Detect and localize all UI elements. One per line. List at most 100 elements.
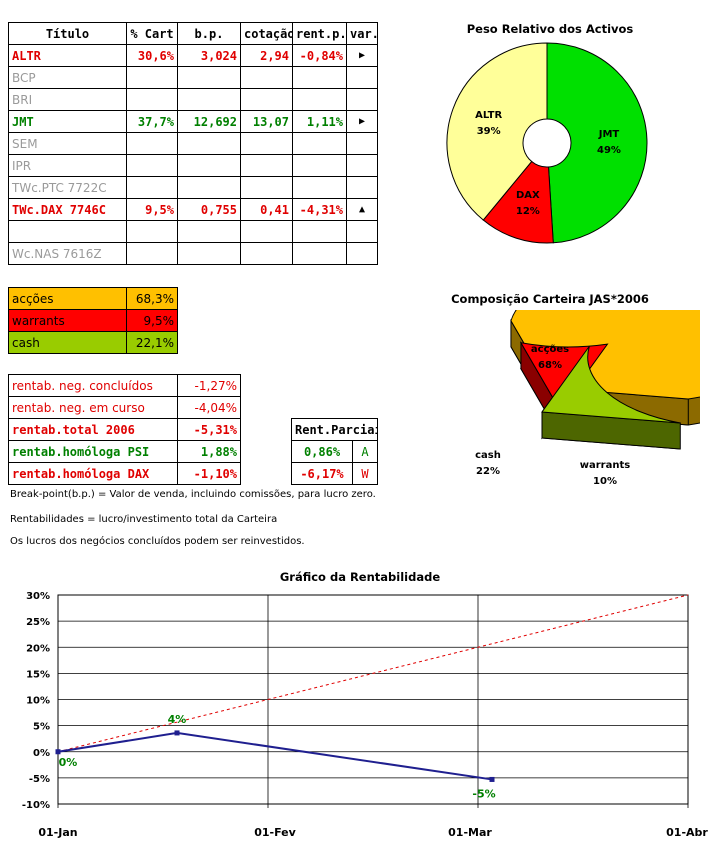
pie1-title: Peso Relativo dos Activos (466, 22, 634, 36)
asset-bp: 3,024 (177, 44, 241, 67)
asset-name: BCP (8, 66, 127, 89)
table-row: rentab. neg. em curso -4,04% (8, 396, 241, 419)
pie2-slice-pct: 22% (476, 466, 500, 477)
asset-rent: -4,31% (292, 198, 347, 221)
asset-name: JMT (8, 110, 127, 133)
table-header-row: Título% Cart b.p. cotação rent.p. var. (8, 22, 378, 45)
asset-rent (292, 176, 347, 199)
column-header: Título (8, 22, 127, 45)
pie-composicao-carteira: acções 68% warrants 10% cash 22% (475, 310, 700, 487)
table-row: TWc.PTC 7722C (8, 176, 378, 199)
data-label: -5% (472, 787, 495, 800)
asset-cart: 30,6% (126, 44, 178, 67)
table-header-row: Rent.Parciais (290, 418, 379, 441)
data-point (55, 749, 61, 755)
pie1-slice-label: ALTR (475, 110, 502, 121)
x-tick-label: 01-Mar (448, 826, 492, 839)
asset-cart (126, 176, 178, 199)
pie1-slice-pct: 49% (597, 145, 621, 156)
pie2-slice-pct: 10% (593, 476, 617, 487)
asset-name: Wc.NAS 7616Z (8, 242, 127, 265)
y-tick-label: 0% (33, 748, 50, 759)
asset-name: TWc.DAX 7746C (8, 198, 127, 221)
table-row: rentab. neg. concluídos -1,27% (8, 374, 241, 397)
pie2-slice-pct: 68% (538, 360, 562, 371)
partial-value: -6,17% (291, 462, 353, 485)
table-row: SEM (8, 132, 378, 155)
pie1-slice-pct: 39% (477, 126, 501, 137)
column-header: rent.p. (292, 22, 347, 45)
variation-arrow-icon (346, 176, 378, 199)
variation-arrow-icon (346, 66, 378, 89)
asset-cot: 2,94 (240, 44, 293, 67)
asset-bp (177, 154, 241, 177)
table-row: BCP (8, 66, 378, 89)
asset-rent (292, 242, 347, 265)
variation-arrow-icon (346, 132, 378, 155)
table-row: IPR (8, 154, 378, 177)
portfolio-table: Título% Cart b.p. cotação rent.p. var. ALTR 30… (8, 22, 378, 265)
note-rentabilidades: Rentabilidades = lucro/investimento tota… (10, 514, 278, 525)
x-tick-label: 01-Fev (254, 826, 296, 839)
partial-value: 0,86% (291, 440, 353, 463)
y-tick-label: 20% (26, 643, 50, 654)
returns-table: rentab. neg. concluídos -1,27% rentab. neg… (8, 374, 241, 485)
asset-bp: 12,692 (177, 110, 241, 133)
return-label: rentab.homóloga DAX (8, 462, 178, 485)
return-value: -5,31% (177, 418, 241, 441)
partial-header: Rent.Parciais (290, 418, 379, 441)
asset-name (8, 220, 127, 243)
trend-line (57, 594, 689, 753)
table-row: cash 22,1% (8, 331, 178, 354)
return-value: -4,04% (177, 396, 241, 419)
column-header: cotação (240, 22, 293, 45)
allocation-label: cash (8, 331, 127, 354)
asset-name: SEM (8, 132, 127, 155)
y-tick-label: 10% (26, 696, 50, 707)
table-row: warrants 9,5% (8, 309, 178, 332)
note-lucros: Os lucros dos negócios concluídos podem … (10, 536, 305, 547)
variation-arrow-icon (346, 242, 378, 265)
allocation-value: 9,5% (126, 309, 178, 332)
asset-cart: 37,7% (126, 110, 178, 133)
asset-bp: 0,755 (177, 198, 241, 221)
asset-cot (240, 154, 293, 177)
data-point (489, 776, 495, 782)
asset-bp (177, 66, 241, 89)
pie1-slice-label: JMT (598, 129, 620, 140)
return-value: -1,27% (177, 374, 241, 397)
asset-cot (240, 220, 293, 243)
y-tick-label: 25% (26, 617, 50, 628)
allocation-value: 68,3% (126, 287, 178, 310)
pie2-slice-label: acções (531, 344, 569, 355)
pie-peso-relativo: JMT 49% DAX 12% ALTR 39% (446, 42, 648, 244)
note-breakpoint: Break-point(b.p.) = Valor de venda, incl… (10, 489, 376, 500)
partial-flag: A (351, 440, 379, 463)
return-label: rentab. neg. em curso (8, 396, 178, 419)
return-value: -1,10% (177, 462, 241, 485)
x-tick-label: 01-Jan (38, 826, 77, 839)
pie1-slice-jmt (546, 42, 648, 244)
asset-rent (292, 154, 347, 177)
asset-name: BRI (8, 88, 127, 111)
column-header: b.p. (177, 22, 241, 45)
line-chart-rentabilidade: 30% 25% 20% 15% 10% 5% 0% -5% -10% 01-Jan 01-Fev 01… (22, 591, 709, 839)
table-row (8, 220, 378, 243)
asset-bp (177, 88, 241, 111)
column-header: % Cart (126, 22, 178, 45)
data-point (174, 730, 180, 736)
pie1-slice-altr (446, 42, 548, 221)
pie2-slice-label: cash (475, 450, 501, 461)
asset-rent: -0,84% (292, 44, 347, 67)
pie2-title: Composição Carteira JAS*2006 (451, 292, 649, 306)
variation-arrow-icon: ▶ (346, 44, 378, 67)
return-label: rentab. neg. concluídos (8, 374, 178, 397)
allocation-label: warrants (8, 309, 127, 332)
allocation-table: acções 68,3% warrants 9,5% cash 22,1% (8, 287, 178, 354)
return-value: 1,88% (177, 440, 241, 463)
asset-cot: 0,41 (240, 198, 293, 221)
table-row: JMT 37,7% 12,692 13,07 1,11% ▶ (8, 110, 378, 133)
return-label: rentab.total 2006 (8, 418, 178, 441)
table-row: BRI (8, 88, 378, 111)
asset-cot (240, 242, 293, 265)
